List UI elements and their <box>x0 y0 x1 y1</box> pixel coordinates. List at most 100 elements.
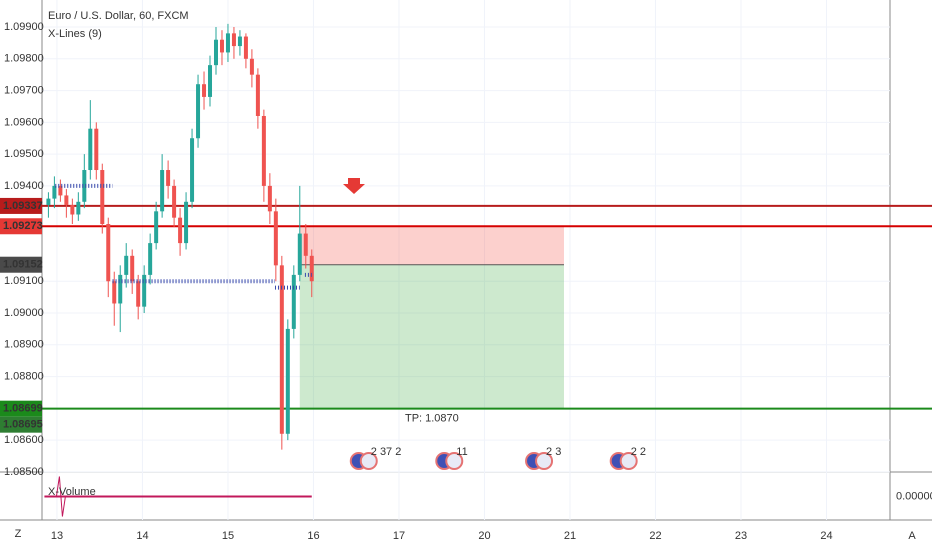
candle-body <box>237 36 242 47</box>
price-tag <box>0 218 42 235</box>
price-tag-label: 1.09337 <box>3 200 43 212</box>
event-label: 2 2 <box>631 446 646 458</box>
candle-body <box>64 195 69 205</box>
candle-body <box>172 185 177 218</box>
candle-body <box>303 233 308 256</box>
candle-body <box>178 217 183 244</box>
y-tick-label: 1.09000 <box>4 307 44 319</box>
candle-body <box>142 274 147 307</box>
x-tick-label: 24 <box>820 530 832 542</box>
candle-body <box>285 328 290 434</box>
y-tick-label: 1.08500 <box>4 466 44 478</box>
candle-body <box>261 115 266 186</box>
y-tick-label: 1.09500 <box>4 148 44 160</box>
candle-body <box>82 170 87 202</box>
event-icon <box>359 452 378 470</box>
event-icon <box>619 452 638 470</box>
plot: TP: 1.0870 2 37 2 11 2 3 2 2 <box>42 23 932 517</box>
indicator-label: X-Lines (9) <box>48 28 102 40</box>
event-label: 2 37 2 <box>371 446 402 458</box>
price-tag-label: 1.08695 <box>3 419 43 431</box>
price-tag <box>0 256 42 273</box>
event-label: 11 <box>456 446 467 458</box>
candle-body <box>70 204 75 215</box>
candle-body <box>160 170 165 212</box>
event-label: 2 3 <box>546 446 561 458</box>
x-tick-label: 22 <box>649 530 661 542</box>
x-tick-label: 14 <box>136 530 148 542</box>
chart-title: Euro / U.S. Dollar, 60, FXCM <box>48 10 189 22</box>
price-tag <box>0 197 42 214</box>
event-icon <box>445 452 464 470</box>
candle-body <box>291 274 296 329</box>
candle-body <box>219 39 224 53</box>
candle-body <box>88 128 93 171</box>
x-tick-label: 15 <box>222 530 234 542</box>
event-icon <box>535 452 554 470</box>
x-tick-label: 20 <box>478 530 490 542</box>
candle-body <box>184 201 189 244</box>
candle-body <box>130 255 135 282</box>
candle-body <box>106 224 111 282</box>
volume-tick-label: 0.00000 <box>896 490 932 502</box>
y-tick-label: 1.09900 <box>4 21 44 33</box>
corner-label[interactable]: Z <box>15 528 22 540</box>
candle-body <box>46 198 51 205</box>
candle-body <box>231 33 236 47</box>
candle-body <box>208 65 213 97</box>
volume-spike <box>55 476 66 517</box>
target-label: TP: 1.0870 <box>405 413 459 425</box>
volume-label: X-Volume <box>48 486 96 498</box>
target-zone <box>299 264 564 409</box>
candle-body <box>196 84 201 139</box>
y-tick-label: 1.09700 <box>4 84 44 96</box>
candle-body <box>309 255 314 282</box>
price-tag <box>0 416 42 433</box>
x-tick-label: 13 <box>51 530 63 542</box>
candle-body <box>225 33 230 53</box>
price-tag-label: 1.09152 <box>3 259 43 271</box>
candle-body <box>273 211 278 266</box>
candle-body <box>255 74 260 116</box>
candle-body <box>213 39 218 66</box>
y-tick-label: 1.09400 <box>4 180 44 192</box>
y-tick-label: 1.09100 <box>4 275 44 287</box>
price-tag-label: 1.08699 <box>3 403 43 415</box>
candle-body <box>94 128 99 171</box>
candle-body <box>297 233 302 275</box>
stop-zone <box>299 226 564 265</box>
price-tag <box>0 400 42 417</box>
grid <box>42 0 890 520</box>
candle-body <box>136 281 141 307</box>
candle-body <box>154 211 159 244</box>
candle-body <box>279 265 284 434</box>
y-tick-label: 1.09800 <box>4 53 44 65</box>
y-tick-label: 1.09600 <box>4 116 44 128</box>
candle-body <box>243 36 248 59</box>
price-tag-label: 1.09273 <box>3 220 43 232</box>
candle-body <box>190 138 195 202</box>
x-tick-label: 21 <box>564 530 576 542</box>
candle-body <box>148 243 153 275</box>
x-tick-label: 23 <box>735 530 747 542</box>
y-tick-label: 1.08600 <box>4 434 44 446</box>
candle-body <box>202 84 207 97</box>
candle-body <box>166 170 171 186</box>
candle-body <box>267 185 272 212</box>
candle-body <box>118 274 123 304</box>
candle-body <box>100 170 105 225</box>
candle-body <box>124 255 129 275</box>
candle-body <box>58 185 63 196</box>
corner-label[interactable]: A <box>908 530 916 542</box>
x-tick-label: 16 <box>307 530 319 542</box>
candle-body <box>52 185 57 199</box>
y-tick-label: 1.08900 <box>4 339 44 351</box>
candle-body <box>112 281 117 304</box>
candle-body <box>249 58 254 75</box>
candle-body <box>76 201 81 215</box>
axes: 1.09900 1.09800 1.09700 1.09600 1.09500 1.094… <box>0 21 932 542</box>
sell-arrow <box>343 178 365 194</box>
x-tick-label: 17 <box>393 530 405 542</box>
